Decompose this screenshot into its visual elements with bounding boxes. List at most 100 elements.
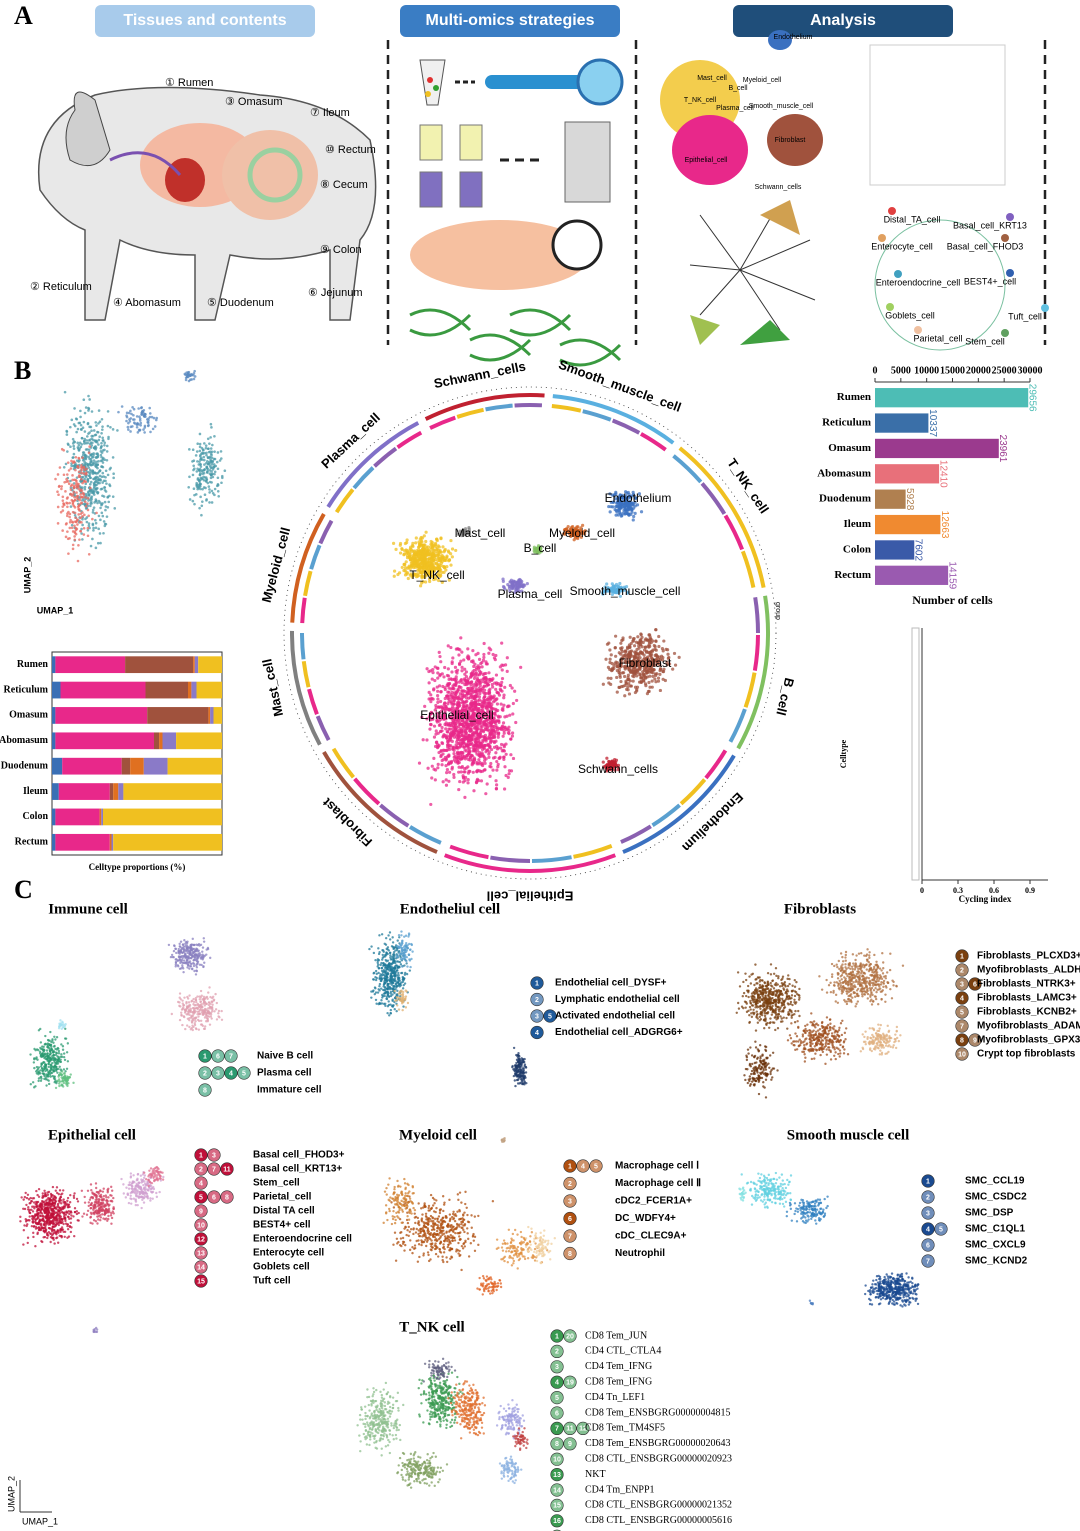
cell-dot	[456, 746, 460, 750]
cell-dot	[57, 1075, 60, 1078]
bar-segment	[55, 656, 126, 674]
cell-dot	[83, 455, 87, 458]
cell-dot	[510, 581, 514, 585]
cell-dot	[83, 500, 87, 503]
cell-dot	[443, 549, 447, 553]
cell-dot	[87, 394, 90, 398]
cell-dot	[392, 569, 397, 573]
cell-dot	[174, 960, 178, 964]
cell-dot	[661, 677, 665, 681]
cell-dot	[93, 433, 97, 437]
circos-arc	[531, 855, 572, 863]
cell-dot	[206, 437, 210, 441]
cell-dot	[60, 485, 64, 488]
cell-dot	[185, 375, 189, 379]
cell-dot	[174, 965, 177, 968]
cell-dot	[89, 441, 93, 444]
cell-dot	[73, 535, 76, 538]
cell-dot	[66, 450, 69, 453]
cell-dot	[63, 481, 66, 484]
cell-dot	[497, 715, 501, 719]
cell-dot	[74, 532, 78, 536]
cell-dot	[38, 1071, 41, 1075]
cell-dot	[154, 418, 158, 422]
cell-dot	[65, 497, 69, 500]
cell-dot	[463, 667, 467, 671]
cell-dot	[41, 1069, 44, 1073]
cell-dot	[639, 675, 643, 679]
cell-dot	[468, 750, 472, 754]
cell-dot	[143, 426, 147, 429]
cell-dot	[447, 682, 451, 686]
cell-dot	[87, 455, 91, 459]
circos-arc	[700, 482, 727, 515]
cell-dot	[464, 731, 468, 735]
cell-dot	[29, 1082, 32, 1086]
cell-dot	[485, 725, 489, 730]
cell-dot	[463, 748, 467, 752]
cell-dot	[63, 390, 67, 394]
cell-dot	[127, 428, 130, 431]
cell-dot	[213, 434, 216, 438]
cell-dot	[181, 956, 184, 960]
cell-dot	[97, 460, 100, 463]
cell-dot	[74, 455, 78, 459]
cell-dot	[82, 465, 86, 469]
cell-dot	[479, 779, 484, 783]
cell-dot	[448, 721, 452, 726]
cell-dot	[98, 420, 102, 423]
cell-dot	[473, 672, 478, 676]
cell-dot	[194, 1020, 197, 1023]
cell-dot	[55, 1051, 58, 1054]
network-label: Tuft_cell	[1008, 311, 1042, 321]
cell-dot	[178, 1018, 182, 1022]
cell-dot	[466, 746, 470, 750]
cell-dot	[452, 699, 456, 703]
cell-dot	[621, 636, 625, 640]
cell-dot	[607, 641, 611, 645]
bar-segment	[176, 732, 222, 750]
cell-dot	[205, 465, 209, 469]
cell-dot	[62, 502, 66, 506]
instrument	[564, 121, 611, 203]
cell-dot	[79, 516, 82, 520]
circos-label: Schwann_cells	[433, 359, 527, 392]
cell-dot	[459, 659, 463, 663]
cell-dot	[203, 1027, 207, 1031]
circos-arc	[307, 688, 319, 715]
cell-dot	[192, 464, 195, 468]
bar-segment	[111, 833, 114, 851]
cell-dot	[92, 429, 96, 432]
cell-dot	[449, 699, 453, 703]
cell-dot	[46, 1038, 50, 1042]
cell-dot	[506, 582, 510, 587]
cell-dot	[70, 418, 74, 422]
cell-dot	[89, 454, 93, 457]
umap-label: B_cell	[728, 85, 748, 92]
bar-segment	[143, 757, 168, 775]
cell-dot	[195, 948, 198, 951]
cell-dot	[477, 657, 482, 661]
cell-dot	[81, 495, 85, 499]
cell-dot	[188, 498, 192, 501]
cell-dot	[200, 513, 203, 517]
cell-dot	[190, 949, 193, 952]
circos-arc	[728, 708, 747, 743]
cell-dot	[108, 483, 111, 486]
cell-dot	[487, 689, 491, 693]
cell-dot	[82, 533, 86, 536]
value-label: 29656	[1027, 384, 1038, 412]
cell-dot	[92, 453, 95, 457]
cell-dot	[69, 488, 73, 491]
cell-dot	[216, 467, 220, 471]
cell-dot	[217, 1012, 220, 1015]
cell-dot	[629, 642, 633, 646]
cell-dot	[202, 937, 206, 940]
circos-label: Fibroblast	[319, 795, 375, 850]
cell-dot	[151, 427, 155, 431]
cell-dot	[205, 499, 208, 502]
cell-dot	[49, 1030, 52, 1034]
cell-dot	[198, 951, 201, 955]
cell-dot	[69, 445, 72, 449]
cell-dot	[201, 950, 204, 953]
